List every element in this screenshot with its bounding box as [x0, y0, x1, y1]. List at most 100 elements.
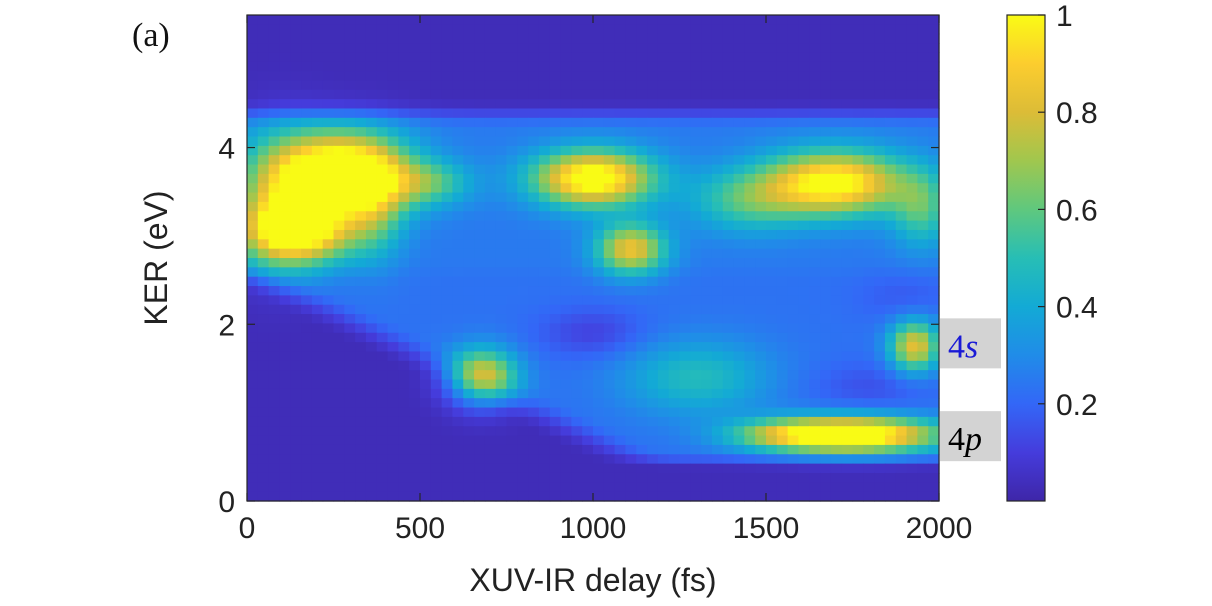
heatmap-cell — [614, 99, 627, 110]
heatmap-cell — [830, 52, 843, 63]
heatmap-cell — [733, 491, 745, 502]
heatmap-cell — [506, 229, 518, 240]
heatmap-cell — [830, 71, 843, 82]
heatmap-cell — [311, 220, 324, 231]
heatmap-cell — [744, 351, 756, 362]
heatmap-cell — [841, 332, 854, 343]
heatmap-cell — [863, 127, 875, 138]
heatmap-cell — [582, 491, 594, 502]
heatmap-cell — [895, 229, 908, 240]
heatmap-cell — [895, 117, 908, 128]
heatmap-cell — [841, 370, 854, 381]
heatmap-cell — [474, 220, 486, 231]
heatmap-cell — [928, 482, 940, 493]
heatmap-cell — [841, 173, 854, 184]
heatmap-cell — [603, 398, 616, 409]
heatmap-cell — [441, 332, 454, 343]
heatmap-cell — [376, 80, 389, 91]
heatmap-cell — [452, 117, 464, 128]
heatmap-cell — [311, 398, 324, 409]
heatmap-cell — [474, 173, 486, 184]
heatmap-cell — [690, 220, 702, 231]
heatmap-cell — [452, 248, 464, 259]
heatmap-cell — [279, 61, 291, 72]
heatmap-cell — [787, 454, 800, 465]
heatmap-cell — [247, 173, 259, 184]
heatmap-cell — [809, 416, 821, 427]
heatmap-cell — [722, 229, 735, 240]
heatmap-cell — [647, 145, 659, 156]
heatmap-cell — [744, 183, 756, 194]
heatmap-cell — [398, 276, 410, 287]
heatmap-cell — [506, 127, 518, 138]
heatmap-cell — [311, 351, 324, 362]
heatmap-cell — [311, 164, 324, 175]
heatmap-cell — [376, 173, 389, 184]
heatmap-cell — [582, 304, 594, 315]
heatmap-cell — [571, 136, 583, 147]
heatmap-cell — [647, 173, 659, 184]
heatmap-cell — [257, 472, 270, 483]
heatmap-cell — [928, 351, 940, 362]
heatmap-cell — [863, 164, 875, 175]
heatmap-cell — [863, 314, 875, 325]
heatmap-cell — [852, 155, 864, 166]
heatmap-cell — [593, 52, 605, 63]
heatmap-cell — [593, 89, 605, 100]
heatmap-cell — [776, 229, 789, 240]
heatmap-cell — [290, 173, 302, 184]
heatmap-cell — [290, 379, 302, 390]
heatmap-cell — [365, 71, 378, 82]
heatmap-cell — [495, 379, 508, 390]
heatmap-cell — [333, 435, 345, 446]
heatmap-cell — [603, 286, 616, 296]
heatmap-cell — [798, 220, 810, 231]
heatmap-cell — [398, 127, 410, 138]
heatmap-cell — [409, 127, 421, 138]
heatmap-cell — [441, 164, 454, 175]
heatmap-cell — [549, 155, 562, 166]
heatmap-cell — [614, 145, 627, 156]
heatmap-cell — [668, 407, 681, 418]
heatmap-cell — [495, 323, 508, 334]
heatmap-cell — [657, 314, 670, 325]
heatmap-cell — [906, 43, 918, 53]
heatmap-cell — [668, 295, 681, 306]
heatmap-cell — [755, 80, 767, 91]
heatmap-cell — [884, 127, 897, 138]
heatmap-cell — [603, 183, 616, 194]
heatmap-cell — [636, 267, 648, 278]
heatmap-cell — [344, 220, 356, 231]
heatmap-cell — [852, 444, 864, 455]
heatmap-cell — [344, 211, 356, 222]
heatmap-cell — [506, 117, 518, 128]
heatmap-cell — [387, 379, 399, 390]
heatmap-cell — [722, 127, 735, 138]
heatmap-cell — [311, 379, 324, 390]
heatmap-cell — [776, 426, 789, 437]
heatmap-cell — [247, 360, 259, 371]
heatmap-cell — [528, 61, 540, 72]
heatmap-cell — [755, 407, 767, 418]
heatmap-cell — [755, 342, 767, 353]
heatmap-cell — [766, 323, 778, 334]
heatmap-cell — [690, 239, 702, 250]
heatmap-cell — [344, 304, 356, 315]
heatmap-cell — [852, 192, 864, 203]
heatmap-cell — [474, 99, 486, 110]
heatmap-cell — [830, 398, 843, 409]
heatmap-cell — [528, 435, 540, 446]
heatmap-cell — [895, 435, 908, 446]
heatmap-cell — [430, 472, 443, 483]
heatmap-cell — [484, 360, 497, 371]
heatmap-cell — [895, 491, 908, 502]
heatmap-cell — [690, 33, 702, 44]
heatmap-cell — [679, 89, 691, 100]
heatmap-cell — [333, 276, 345, 287]
heatmap-cell — [376, 127, 389, 138]
heatmap-cell — [766, 192, 778, 203]
heatmap-cell — [376, 463, 389, 474]
heatmap-cell — [582, 360, 594, 371]
heatmap-cell — [776, 472, 789, 483]
heatmap-cell — [744, 416, 756, 427]
